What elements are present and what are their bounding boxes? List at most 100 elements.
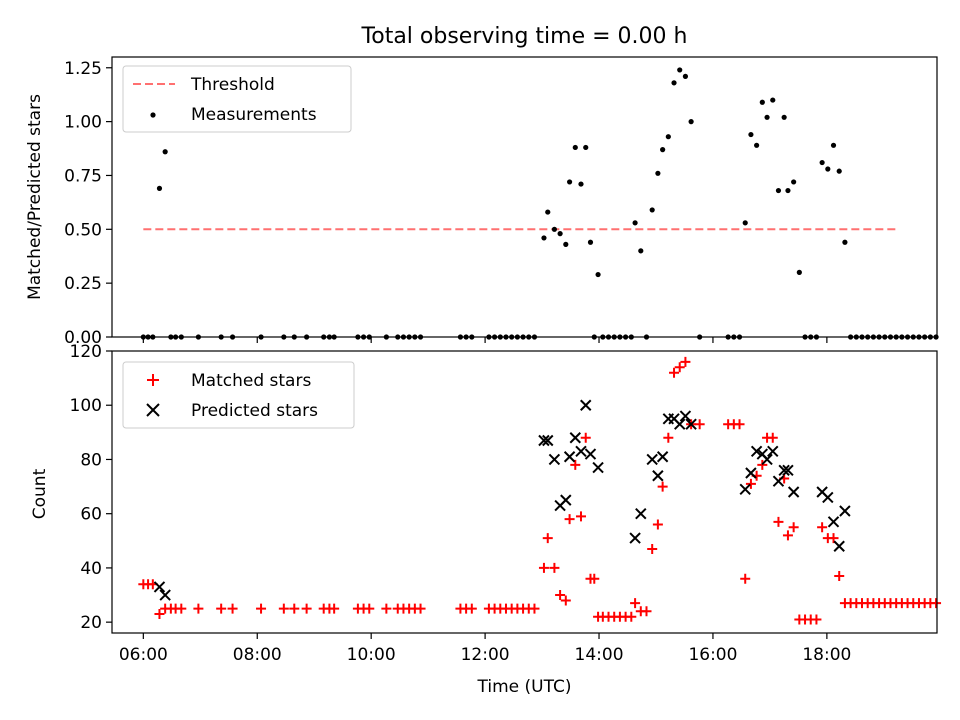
matched-star-point [381,603,392,614]
y-tick-label: 0.75 [64,166,102,186]
measurement-point [632,220,638,226]
matched-star-point [301,603,312,614]
matched-star-point [657,481,668,492]
matched-star-point [329,603,340,614]
measurement-point [583,144,589,151]
top-panel: Total observing time = 0.00 h 0.000.250.… [25,24,939,348]
measurement-point [836,168,842,174]
predicted-star-point [833,540,845,552]
measurement-point [578,181,584,187]
x-tick-label: 18:00 [802,645,851,665]
matched-star-point [828,533,839,544]
matched-star-point [811,614,822,625]
predicted-star-point [782,464,794,477]
measurement-point [677,67,683,73]
matched-star-point [216,603,227,614]
top-marks [140,67,939,340]
bottom-legend: Matched stars Predicted stars [122,361,355,429]
y-tick-label: 100 [70,396,102,416]
predicted-star-point [778,464,790,477]
bottom-axes-frame [111,350,938,634]
matched-star-point [589,573,600,584]
x-tick-label: 08:00 [233,645,282,665]
predicted-star-point [652,470,664,482]
y-tick-label: 0.00 [64,328,102,348]
measurement-point [563,241,569,247]
y-tick-label: 80 [80,450,102,470]
top-axes-frame [111,56,938,338]
top-legend-box [122,65,352,133]
matched-star-point [773,516,784,527]
top-legend: Threshold Measurements [122,65,352,133]
measurement-point [688,119,694,125]
bottom-x-axis-label: Time (UTC) [477,677,572,697]
matched-star-point [575,511,586,522]
matched-star-point [193,603,204,614]
predicted-star-point [685,418,697,430]
predicted-star-point [745,467,757,479]
matched-star-point [560,595,571,606]
y-tick-label: 40 [80,559,102,579]
measurement-point [566,179,573,185]
measurement-point [759,99,765,105]
predicted-star-point [580,399,592,411]
predicted-star-point [761,453,773,466]
matched-star-point [663,432,674,443]
predicted-star-point [767,445,779,458]
matched-star-point [564,514,575,525]
matched-star-point [680,356,691,367]
measurement-point [819,159,825,166]
matched-star-point [542,533,553,544]
predicted-star-point [674,418,686,430]
legend-threshold-label: Threshold [190,75,275,95]
measurement-point [545,209,551,215]
measurement-point [754,142,760,148]
y-tick-label: 1.25 [64,59,102,79]
matched-star-point [740,573,751,584]
x-tick-label: 16:00 [688,645,737,665]
predicted-star-point [538,434,550,447]
matched-star-point [227,603,238,614]
measurement-point [781,114,787,120]
matched-star-point [256,603,267,614]
predicted-star-point [560,494,572,506]
matched-star-point [626,611,637,622]
bottom-x-ticks: 06:00 08:00 10:00 12:00 14:00 16:00 18:00 [119,633,851,665]
measurement-point [830,142,837,148]
matched-star-point [674,362,685,373]
predicted-star-point [635,507,647,520]
x-tick-label: 14:00 [575,645,624,665]
predicted-star-point [646,453,658,466]
predicted-star-point [629,532,641,544]
y-tick-label: 0.50 [64,220,102,240]
predicted-star-point [827,516,840,528]
measurement-point [572,144,578,151]
measurement-point [682,73,689,79]
matched-star-point [278,603,289,614]
matched-star-point [176,603,187,614]
bottom-y-axis-label: Count [30,468,50,519]
matched-star-point [538,562,549,573]
predicted-star-point [584,448,597,460]
matched-star-point [694,419,705,430]
predicted-star-point [592,461,604,474]
bottom-y-ticks: 20 40 60 80 100 120 [70,342,112,633]
matched-star-point [289,603,300,614]
predicted-star-point [569,432,581,444]
legend-predicted-label: Predicted stars [191,401,318,421]
predicted-star-point [822,491,834,504]
matched-star-point [652,519,663,530]
matched-star-point [817,522,828,533]
measurement-point [775,187,782,194]
matched-star-point [570,459,581,470]
x-tick-label: 12:00 [461,645,510,665]
measurement-point [551,226,558,232]
matched-star-point [782,530,793,541]
predicted-star-point [839,505,851,517]
measurement-point [742,220,748,226]
bottom-legend-box [122,361,355,429]
measurement-point [587,239,594,245]
predicted-star-point [542,434,554,447]
matched-star-point [767,432,778,443]
